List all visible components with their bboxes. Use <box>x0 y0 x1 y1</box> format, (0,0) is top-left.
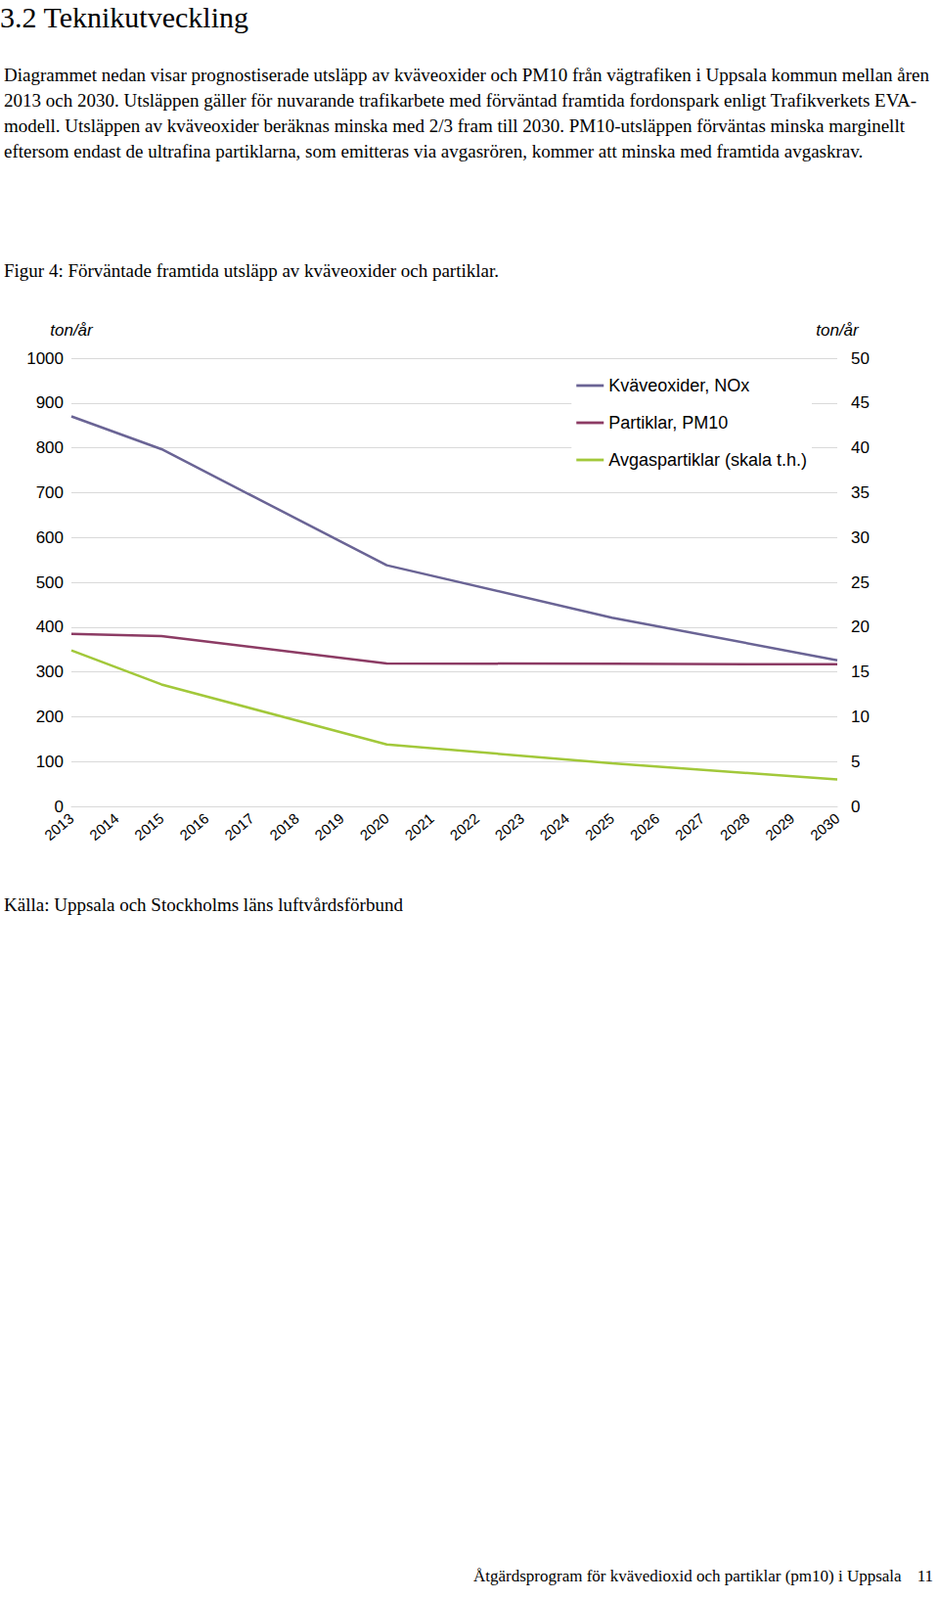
svg-text:ton/år: ton/år <box>49 320 94 340</box>
svg-text:Partiklar, PM10: Partiklar, PM10 <box>608 412 728 433</box>
svg-text:2016: 2016 <box>176 808 212 843</box>
svg-text:400: 400 <box>36 617 64 636</box>
svg-text:Avgaspartiklar (skala t.h.): Avgaspartiklar (skala t.h.) <box>608 449 807 470</box>
svg-text:Kväveoxider, NOx: Kväveoxider, NOx <box>608 375 750 396</box>
svg-text:2015: 2015 <box>131 808 167 843</box>
svg-text:2026: 2026 <box>626 808 663 843</box>
svg-text:15: 15 <box>850 662 870 681</box>
html-text:3.2 Teknikutveckling: 3.2 Teknikutveckling <box>0 0 249 34</box>
svg-text:0: 0 <box>54 796 64 816</box>
svg-text:2017: 2017 <box>221 808 257 843</box>
svg-text:2027: 2027 <box>671 808 708 843</box>
svg-text:500: 500 <box>36 573 64 592</box>
svg-text:2024: 2024 <box>536 808 573 843</box>
svg-text:600: 600 <box>36 528 64 547</box>
svg-text:2022: 2022 <box>447 808 483 843</box>
svg-text:2023: 2023 <box>491 808 528 843</box>
html-text:11: 11 <box>917 1565 934 1585</box>
svg-text:2019: 2019 <box>311 808 347 843</box>
svg-text:2013: 2013 <box>41 808 77 843</box>
svg-text:900: 900 <box>36 393 64 412</box>
svg-text:2025: 2025 <box>581 808 618 843</box>
svg-text:2029: 2029 <box>761 808 798 843</box>
svg-text:100: 100 <box>36 752 64 771</box>
svg-text:300: 300 <box>36 662 64 681</box>
svg-text:800: 800 <box>36 438 64 457</box>
svg-text:1000: 1000 <box>26 349 64 368</box>
svg-text:2014: 2014 <box>86 808 122 843</box>
html-text:Figur 4: Förväntade framtida u: Figur 4: Förväntade framtida utsläpp av … <box>3 260 499 281</box>
svg-text:50: 50 <box>850 349 870 368</box>
svg-text:35: 35 <box>850 483 870 502</box>
svg-text:10: 10 <box>850 707 870 726</box>
svg-text:2020: 2020 <box>356 808 392 843</box>
svg-text:30: 30 <box>850 528 870 547</box>
svg-text:700: 700 <box>36 483 64 502</box>
svg-text:5: 5 <box>850 752 860 771</box>
svg-text:ton/år: ton/år <box>815 320 860 340</box>
html-text:Åtgärdsprogram för kvävedioxid: Åtgärdsprogram för kvävedioxid och parti… <box>473 1565 902 1585</box>
html-text:Källa: Uppsala och Stockholms: Källa: Uppsala och Stockholms läns luftv… <box>3 894 403 915</box>
svg-text:2018: 2018 <box>266 808 302 843</box>
svg-text:0: 0 <box>850 797 860 816</box>
svg-text:45: 45 <box>850 393 870 412</box>
svg-text:25: 25 <box>850 573 870 592</box>
svg-text:2030: 2030 <box>806 808 843 843</box>
svg-text:40: 40 <box>850 438 870 457</box>
svg-text:200: 200 <box>36 707 64 726</box>
svg-text:2028: 2028 <box>716 808 753 843</box>
html-text:Diagrammet nedan visar prognos: Diagrammet nedan visar prognostiserade u… <box>3 64 930 162</box>
svg-text:2021: 2021 <box>401 808 437 843</box>
svg-text:20: 20 <box>850 617 870 636</box>
